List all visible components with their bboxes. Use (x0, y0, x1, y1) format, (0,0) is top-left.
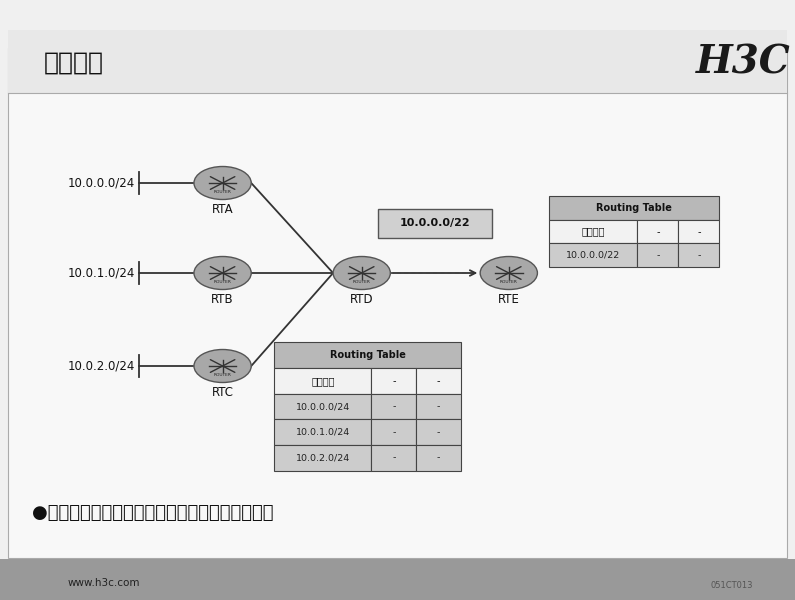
Text: -: - (392, 402, 396, 411)
FancyBboxPatch shape (378, 209, 492, 238)
Text: H3C: H3C (696, 43, 791, 82)
Ellipse shape (194, 257, 251, 289)
Text: ROUTER: ROUTER (353, 280, 370, 284)
Text: www.h3c.com: www.h3c.com (67, 578, 140, 588)
Ellipse shape (480, 257, 537, 289)
Text: Routing Table: Routing Table (330, 350, 405, 360)
FancyBboxPatch shape (549, 220, 638, 244)
Text: -: - (656, 251, 660, 260)
Text: 目标网络: 目标网络 (581, 227, 605, 236)
Text: -: - (437, 376, 440, 386)
Text: 10.0.0.0/22: 10.0.0.0/22 (400, 218, 470, 228)
FancyBboxPatch shape (274, 342, 461, 368)
FancyBboxPatch shape (371, 445, 417, 471)
Text: RTE: RTE (498, 293, 520, 307)
Ellipse shape (194, 349, 251, 383)
FancyBboxPatch shape (371, 419, 417, 445)
Text: -: - (392, 376, 396, 386)
Text: 目标网络: 目标网络 (311, 376, 335, 386)
FancyBboxPatch shape (8, 30, 787, 93)
Text: -: - (437, 428, 440, 437)
Text: 10.0.0.0/24: 10.0.0.0/24 (296, 402, 350, 411)
Text: 10.0.2.0/24: 10.0.2.0/24 (296, 454, 350, 463)
FancyBboxPatch shape (549, 196, 719, 220)
Text: RTB: RTB (211, 293, 234, 307)
Text: Routing Table: Routing Table (596, 203, 672, 213)
Text: -: - (392, 454, 396, 463)
Text: -: - (697, 251, 700, 260)
FancyBboxPatch shape (274, 368, 371, 394)
FancyBboxPatch shape (549, 244, 638, 267)
Text: -: - (697, 227, 700, 236)
Text: ●路由聚合可减小路由表规模，降低路由更新流量: ●路由聚合可减小路由表规模，降低路由更新流量 (32, 504, 273, 522)
Text: ROUTER: ROUTER (214, 190, 231, 194)
Text: 10.0.0.0/22: 10.0.0.0/22 (566, 251, 620, 260)
Text: 10.0.0.0/24: 10.0.0.0/24 (68, 176, 135, 190)
FancyBboxPatch shape (678, 220, 719, 244)
Text: -: - (392, 428, 396, 437)
Text: -: - (656, 227, 660, 236)
Text: -: - (437, 454, 440, 463)
Text: -: - (437, 402, 440, 411)
FancyBboxPatch shape (371, 368, 417, 394)
FancyBboxPatch shape (0, 559, 795, 600)
Text: 10.0.1.0/24: 10.0.1.0/24 (68, 266, 135, 280)
FancyBboxPatch shape (371, 394, 417, 419)
Text: 10.0.1.0/24: 10.0.1.0/24 (296, 428, 350, 437)
FancyBboxPatch shape (274, 394, 371, 419)
Text: 路由聚合: 路由聚合 (44, 50, 103, 74)
FancyBboxPatch shape (274, 445, 371, 471)
FancyBboxPatch shape (417, 445, 461, 471)
Text: ROUTER: ROUTER (500, 280, 518, 284)
Text: 051CT013: 051CT013 (710, 581, 753, 589)
FancyBboxPatch shape (417, 394, 461, 419)
Ellipse shape (333, 257, 390, 289)
FancyBboxPatch shape (638, 244, 678, 267)
Text: 10.0.2.0/24: 10.0.2.0/24 (68, 359, 135, 373)
Text: RTD: RTD (350, 293, 374, 307)
FancyBboxPatch shape (8, 48, 787, 558)
Text: ROUTER: ROUTER (214, 373, 231, 377)
FancyBboxPatch shape (274, 419, 371, 445)
FancyBboxPatch shape (417, 419, 461, 445)
Text: ROUTER: ROUTER (214, 280, 231, 284)
Text: RTC: RTC (211, 386, 234, 400)
FancyBboxPatch shape (678, 244, 719, 267)
FancyBboxPatch shape (638, 220, 678, 244)
Ellipse shape (194, 166, 251, 199)
FancyBboxPatch shape (417, 368, 461, 394)
Text: RTA: RTA (211, 203, 234, 217)
